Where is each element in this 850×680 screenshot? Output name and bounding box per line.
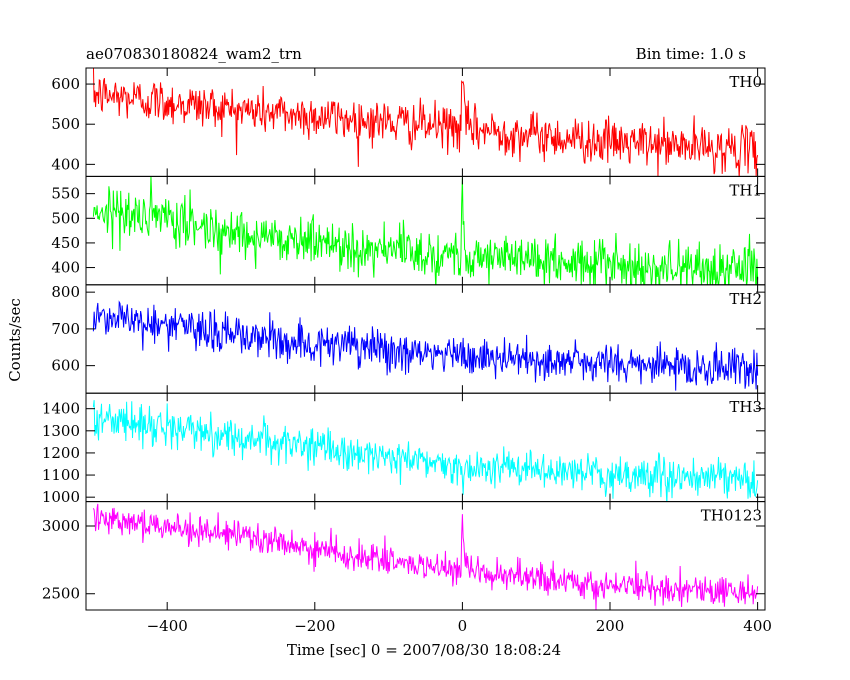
series-th2 <box>92 300 759 391</box>
x-tick-label: 400 <box>743 617 772 635</box>
panel-label: TH2 <box>729 290 762 308</box>
y-tick-label: 800 <box>51 283 80 301</box>
y-tick-label: 500 <box>51 115 80 133</box>
x-tick-label: −200 <box>294 617 335 635</box>
y-tick-label: 1200 <box>42 444 80 462</box>
panel-label: TH3 <box>729 398 762 416</box>
y-tick-label: 550 <box>51 185 80 203</box>
y-tick-label: 600 <box>51 357 80 375</box>
x-tick-label: 0 <box>458 617 468 635</box>
series-th1 <box>92 176 759 285</box>
y-tick-label: 1100 <box>42 466 80 484</box>
y-tick-label: 400 <box>51 259 80 277</box>
panel-th2: 600 700 800 TH2 <box>51 283 766 394</box>
panel-label: TH1 <box>729 181 762 199</box>
y-tick-label: 450 <box>51 234 80 252</box>
y-tick-label: 1300 <box>42 422 80 440</box>
series-th0 <box>92 68 759 177</box>
y-axis-label: Counts/sec <box>6 298 24 382</box>
y-tick-label: 500 <box>51 209 80 227</box>
chart-title: ae070830180824_wam2_trn <box>86 45 302 63</box>
series-th0123 <box>92 503 759 610</box>
y-tick-label: 600 <box>51 75 80 93</box>
x-tick-label: 200 <box>596 617 625 635</box>
y-tick-label: 400 <box>51 155 80 173</box>
bin-time-label: Bin time: 1.0 s <box>635 45 746 63</box>
panel-th1: 400 450 500 550 TH1 <box>51 175 766 286</box>
panel-frame <box>85 392 766 503</box>
panel-label: TH0123 <box>701 507 762 525</box>
x-tick-label: −400 <box>147 617 188 635</box>
panel-label: TH0 <box>729 73 762 91</box>
y-tick-label: 3000 <box>42 517 80 535</box>
panel-th0: 400 500 600 TH0 <box>51 67 766 177</box>
y-tick-label: 1400 <box>42 400 80 418</box>
y-tick-label: 700 <box>51 320 80 338</box>
panels-layer: 400 500 600 TH0 400 450 500 550 TH1 600 700 800 TH2 1… <box>42 67 772 635</box>
y-tick-label: 1000 <box>42 488 80 506</box>
series-th3 <box>92 400 759 502</box>
y-tick-label: 2500 <box>42 585 80 603</box>
panel-th0123: 2500 3000 TH0123 −400 −200 0 200 400 <box>42 501 772 635</box>
panel-th3: 1000 1100 1200 1300 1400 TH3 <box>42 392 766 506</box>
panel-frame <box>85 284 766 394</box>
panel-frame <box>85 501 766 611</box>
x-axis-label: Time [sec] 0 = 2007/08/30 18:08:24 <box>287 641 561 659</box>
